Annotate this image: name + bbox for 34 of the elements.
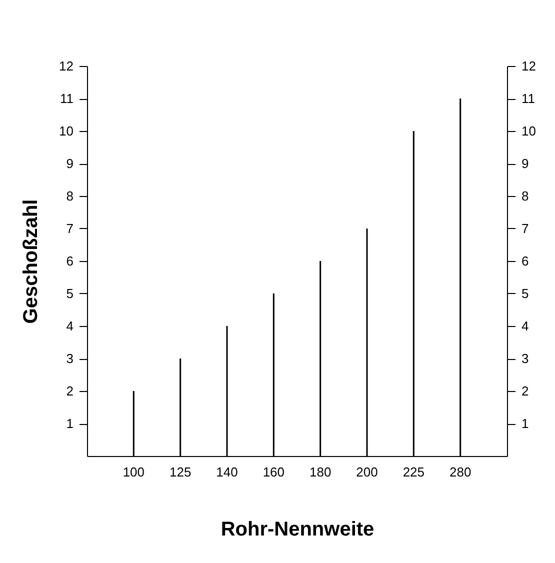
y2-tick-label: 9 <box>522 156 529 171</box>
y-tick-label: 7 <box>66 221 74 236</box>
y-tick-label: 3 <box>66 351 74 366</box>
y-tick-label: 6 <box>66 254 74 268</box>
y2-tick-label: 2 <box>522 384 529 398</box>
y2-tick-label: 12 <box>522 58 536 74</box>
x-tick-label: 180 <box>309 464 332 480</box>
y-tick-label: 5 <box>66 286 74 301</box>
y-tick-label: 8 <box>66 188 74 204</box>
x-tick-label: 200 <box>356 464 378 480</box>
y-tick-label: 9 <box>66 156 74 171</box>
y-tick-label: 11 <box>60 91 74 106</box>
y2-tick-label: 3 <box>522 351 529 366</box>
y-tick-label: 2 <box>66 384 74 398</box>
x-tick-label: 160 <box>262 464 285 480</box>
y2-tick-label: 8 <box>522 188 529 204</box>
y-axis-title: Geschoßzahl <box>20 199 42 324</box>
y2-tick-label: 4 <box>522 318 529 334</box>
y-tick-label: 1 <box>66 416 74 431</box>
y-tick-label: 10 <box>59 124 74 138</box>
x-tick-label: 140 <box>216 464 238 480</box>
y2-tick-label: 1 <box>522 416 529 431</box>
y-tick-label: 4 <box>66 318 74 334</box>
x-tick-label: 280 <box>449 464 472 480</box>
x-tick-label: 125 <box>169 464 192 480</box>
y2-tick-label: 5 <box>522 286 529 301</box>
y2-tick-label: 10 <box>522 124 536 138</box>
x-tick-label: 225 <box>402 464 425 480</box>
y2-tick-label: 11 <box>522 91 535 106</box>
y2-tick-label: 6 <box>522 254 529 268</box>
y-tick-label: 12 <box>59 58 74 74</box>
x-tick-label: 100 <box>122 464 145 480</box>
x-axis-title: Rohr-Nennweite <box>220 518 374 540</box>
y2-tick-label: 7 <box>522 221 529 236</box>
